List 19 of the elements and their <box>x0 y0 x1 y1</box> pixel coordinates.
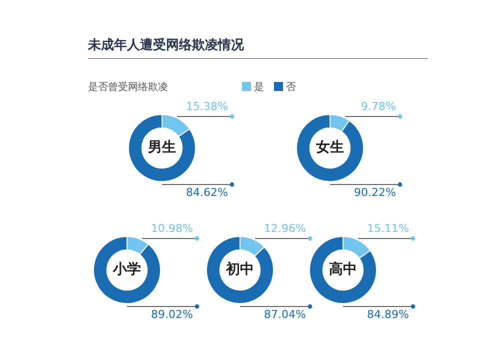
legend-label: 是 <box>253 81 264 94</box>
data-label: 89.02% <box>151 308 193 321</box>
chart-title: 未成年人遭受网络欺凌情况 <box>88 36 244 54</box>
data-label: 87.04% <box>264 308 306 321</box>
data-label: 84.62% <box>186 186 228 199</box>
data-label: 10.98% <box>151 222 193 235</box>
data-label: 90.22% <box>354 186 396 199</box>
text: 小学 <box>112 262 141 278</box>
data-label: 9.78% <box>361 100 396 113</box>
data-label: 15.38% <box>186 100 228 113</box>
text: 女生 <box>315 140 344 156</box>
text: 初中 <box>225 260 254 278</box>
chart-subtitle: 是否曾受网络欺凌 <box>88 80 168 94</box>
text: 男生 <box>147 140 176 156</box>
data-label: 15.11% <box>367 222 409 235</box>
data-label: 12.96% <box>264 222 306 235</box>
text: 高中 <box>329 260 357 278</box>
legend-label: 否 <box>285 81 296 94</box>
data-label: 84.89% <box>367 308 409 321</box>
